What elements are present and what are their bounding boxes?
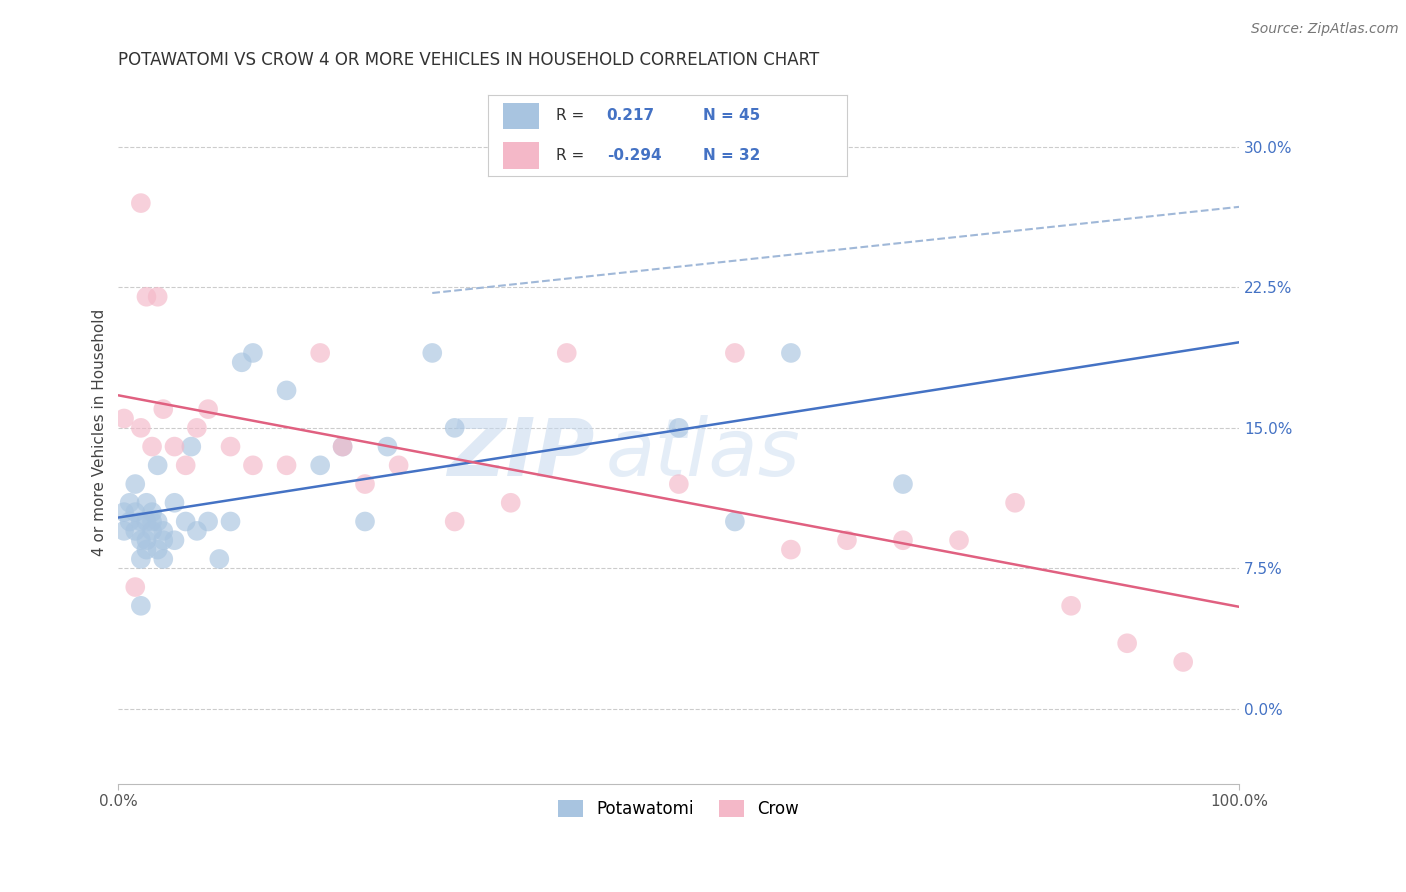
Point — [948, 533, 970, 548]
Point — [891, 533, 914, 548]
Point — [332, 440, 354, 454]
Point — [129, 515, 152, 529]
Point — [141, 515, 163, 529]
Point — [309, 458, 332, 473]
Point — [129, 421, 152, 435]
Point — [124, 580, 146, 594]
Point — [377, 440, 399, 454]
Text: atlas: atlas — [606, 415, 801, 492]
Point — [835, 533, 858, 548]
Point — [1116, 636, 1139, 650]
Point — [555, 346, 578, 360]
Point — [163, 440, 186, 454]
Point — [124, 477, 146, 491]
Point — [1173, 655, 1195, 669]
Point — [219, 515, 242, 529]
Point — [146, 515, 169, 529]
Point — [112, 524, 135, 538]
Text: POTAWATOMI VS CROW 4 OR MORE VEHICLES IN HOUSEHOLD CORRELATION CHART: POTAWATOMI VS CROW 4 OR MORE VEHICLES IN… — [118, 51, 820, 69]
Point — [146, 542, 169, 557]
Point — [197, 515, 219, 529]
Point — [141, 524, 163, 538]
Point — [420, 346, 443, 360]
Text: ZIP: ZIP — [447, 415, 595, 492]
Point — [129, 196, 152, 211]
Point — [332, 440, 354, 454]
Y-axis label: 4 or more Vehicles in Household: 4 or more Vehicles in Household — [93, 309, 107, 557]
Point — [388, 458, 411, 473]
Point — [231, 355, 253, 369]
Point — [891, 477, 914, 491]
Point — [724, 346, 747, 360]
Point — [180, 440, 202, 454]
Point — [354, 515, 377, 529]
Point — [174, 458, 197, 473]
Point — [152, 524, 174, 538]
Legend: Potawatomi, Crow: Potawatomi, Crow — [551, 793, 806, 824]
Point — [163, 533, 186, 548]
Point — [242, 346, 264, 360]
Point — [152, 533, 174, 548]
Point — [186, 421, 208, 435]
Point — [354, 477, 377, 491]
Point — [112, 505, 135, 519]
Point — [129, 533, 152, 548]
Point — [724, 515, 747, 529]
Point — [780, 542, 803, 557]
Point — [152, 402, 174, 417]
Point — [152, 552, 174, 566]
Point — [242, 458, 264, 473]
Point — [118, 496, 141, 510]
Point — [668, 421, 690, 435]
Point — [309, 346, 332, 360]
Point — [146, 458, 169, 473]
Point — [186, 524, 208, 538]
Point — [197, 402, 219, 417]
Point — [146, 290, 169, 304]
Point — [1060, 599, 1083, 613]
Point — [135, 533, 157, 548]
Point — [174, 515, 197, 529]
Point — [124, 524, 146, 538]
Point — [118, 515, 141, 529]
Point — [276, 384, 298, 398]
Point — [112, 411, 135, 425]
Point — [141, 505, 163, 519]
Point — [141, 440, 163, 454]
Point — [129, 552, 152, 566]
Point — [499, 496, 522, 510]
Point — [135, 515, 157, 529]
Point — [129, 599, 152, 613]
Text: Source: ZipAtlas.com: Source: ZipAtlas.com — [1251, 22, 1399, 37]
Point — [163, 496, 186, 510]
Point — [443, 421, 465, 435]
Point — [668, 477, 690, 491]
Point — [135, 290, 157, 304]
Point — [780, 346, 803, 360]
Point — [219, 440, 242, 454]
Point — [135, 542, 157, 557]
Point — [208, 552, 231, 566]
Point — [124, 505, 146, 519]
Point — [276, 458, 298, 473]
Point — [135, 496, 157, 510]
Point — [443, 515, 465, 529]
Point — [1004, 496, 1026, 510]
